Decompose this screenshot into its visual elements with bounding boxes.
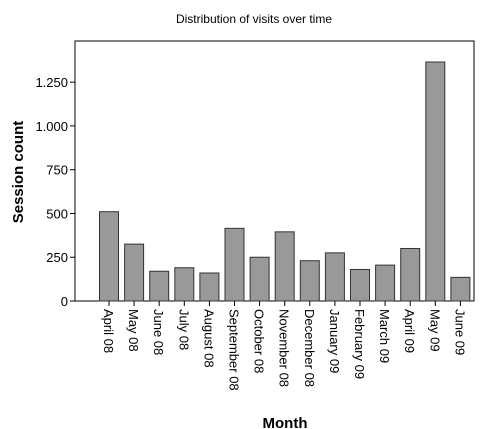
x-tick-label: June 08 bbox=[151, 309, 166, 355]
bar bbox=[450, 276, 471, 302]
bar bbox=[124, 243, 145, 302]
bar bbox=[299, 260, 320, 302]
bar bbox=[174, 267, 195, 302]
x-tick-label: August 08 bbox=[201, 309, 216, 368]
bar-series bbox=[99, 61, 471, 302]
y-tick-label: 250 bbox=[46, 250, 68, 265]
bar bbox=[224, 227, 245, 302]
y-tick-label: 500 bbox=[46, 206, 68, 221]
x-tick-label: December 08 bbox=[302, 309, 317, 387]
bar bbox=[199, 272, 220, 302]
plot-frame bbox=[74, 40, 475, 302]
y-axis-title: Session count bbox=[10, 121, 27, 224]
bar bbox=[149, 270, 170, 302]
y-tick-label: 750 bbox=[46, 163, 68, 178]
bar bbox=[375, 264, 396, 302]
bar bbox=[249, 256, 270, 302]
x-tick-label: April 09 bbox=[402, 309, 417, 353]
x-tick-label: February 09 bbox=[352, 309, 367, 379]
x-axis: April 08 May 08 June 08 July 08 August 08 Sep… bbox=[101, 301, 467, 391]
x-tick-label: September 08 bbox=[227, 309, 242, 391]
y-tick-label: 1.250 bbox=[35, 75, 68, 90]
x-tick-label: July 08 bbox=[176, 309, 191, 350]
x-tick-label: May 09 bbox=[427, 309, 442, 352]
bar bbox=[400, 247, 421, 302]
bar bbox=[274, 231, 295, 302]
x-tick-label: March 09 bbox=[377, 309, 392, 363]
x-tick-label: November 08 bbox=[277, 309, 292, 387]
x-tick-label: January 09 bbox=[327, 309, 342, 373]
x-tick-label: April 08 bbox=[101, 309, 116, 353]
x-tick-label: June 09 bbox=[452, 309, 467, 355]
bar bbox=[99, 211, 119, 302]
y-axis: 0 250 500 750 1.000 1.250 bbox=[35, 75, 75, 309]
x-tick-label: May 08 bbox=[126, 309, 141, 352]
bar bbox=[324, 252, 345, 302]
y-tick-label: 0 bbox=[61, 294, 68, 309]
chart-title: Distribution of visits over time bbox=[176, 12, 332, 26]
x-axis-title: Month bbox=[263, 415, 308, 429]
bar bbox=[425, 61, 446, 302]
bar bbox=[350, 268, 370, 302]
x-tick-label: October 08 bbox=[252, 309, 267, 373]
y-tick-label: 1.000 bbox=[35, 119, 68, 134]
